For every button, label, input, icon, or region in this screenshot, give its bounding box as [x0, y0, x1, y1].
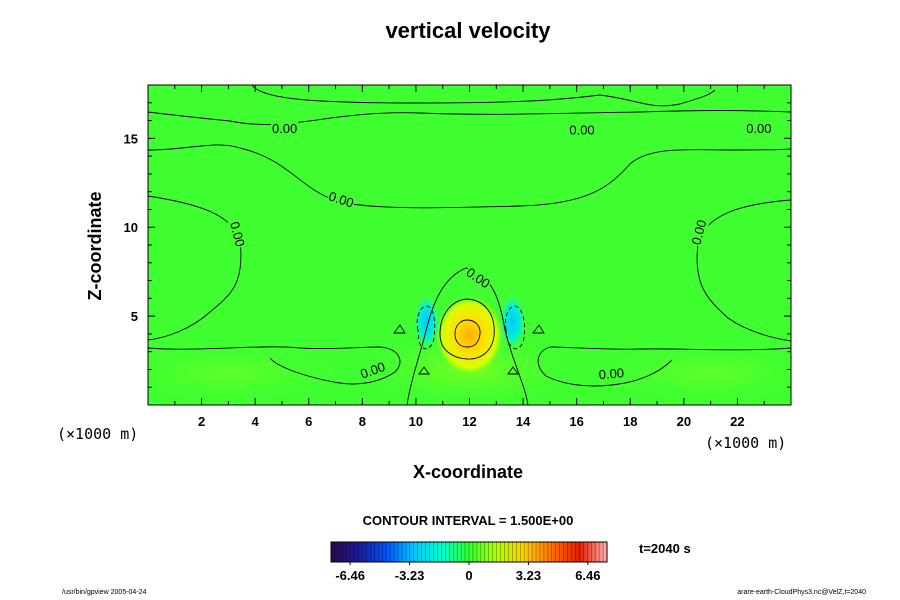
contour-label: 0.00 — [688, 218, 709, 246]
plot-area: 0.00 0.00 0.000.000.00 0.000.000.00 0.00 — [148, 85, 791, 405]
contour-interval-text: CONTOUR INTERVAL = 1.500E+00 — [363, 513, 574, 528]
contour-right-column — [696, 199, 791, 342]
downdraft-core-2 — [499, 293, 526, 350]
contour-small-right — [532, 324, 545, 334]
x-unit-label: (×1000 m) — [705, 434, 786, 452]
contour-upper-outer — [251, 85, 716, 107]
colorbar-ticks: -6.46 -3.23 0 3.23 6.46 — [335, 562, 601, 583]
chart-title: vertical velocity — [385, 18, 551, 43]
contour-upper-band — [148, 110, 791, 125]
contour-core-center — [454, 319, 481, 348]
x-tick-label: 4 — [252, 414, 260, 429]
contour-left-column — [148, 195, 242, 341]
contour-labels: 0.00 0.00 0.000.000.00 0.000.000.00 0.00 — [226, 120, 773, 383]
contour-lines — [148, 85, 791, 405]
contour-label: 0.00 — [327, 189, 356, 211]
contour-label-bg — [270, 120, 299, 136]
contour-label: 0.00 — [227, 220, 248, 248]
contour-small-left — [393, 324, 406, 334]
footer-right: arare-earth-CloudPhys3.nc@VelZ,t=2040 — [737, 589, 866, 596]
colorbar-tick-label: 6.46 — [575, 568, 600, 583]
contour-label: 0.00 — [569, 123, 594, 138]
x-tick-label: 10 — [409, 414, 423, 429]
contour-tiny-left — [418, 366, 430, 375]
contour-label: 0.00 — [272, 121, 297, 136]
x-tick-label: 8 — [359, 414, 366, 429]
lower-glow-left — [148, 343, 349, 403]
colorbar-tick-label: -3.23 — [395, 568, 425, 583]
contour-core-outer — [406, 267, 529, 405]
time-text: t=2040 s — [639, 541, 691, 556]
x-axis-label: X-coordinate — [413, 462, 523, 482]
contour-label-bg — [357, 358, 389, 382]
colorbar-tick-label: -6.46 — [335, 568, 365, 583]
contour-core-inner — [439, 298, 495, 360]
velocity-features — [148, 291, 791, 405]
contour-label-bg — [325, 188, 357, 211]
colorbar: -6.46 -3.23 0 3.23 6.46 — [330, 541, 608, 583]
updraft-core — [435, 291, 504, 372]
lower-glow-right — [590, 343, 791, 403]
x-tick-label: 12 — [462, 414, 476, 429]
x-tick-label: 6 — [305, 414, 312, 429]
contour-upper-bowl — [148, 144, 791, 209]
colorbar-tick-label: 3.23 — [516, 568, 541, 583]
contour-lower-right — [537, 346, 791, 387]
y-axis-ticks: 5 10 15 — [124, 102, 791, 388]
contour-label-bg — [462, 263, 494, 292]
contour-label-bg — [568, 122, 596, 138]
contour-lower-left — [148, 346, 401, 385]
colorbar-tick-label: 0 — [465, 568, 472, 583]
x-axis-ticks: 2 4 6 8 10 12 14 16 18 20 22 — [174, 85, 765, 429]
footer-left: /usr/bin/gpview 2005-04-24 — [62, 589, 147, 596]
contour-downdraft-left — [416, 305, 436, 350]
y-tick-label: 10 — [124, 220, 138, 235]
colorbar-stripes — [334, 542, 604, 562]
y-tick-label: 5 — [131, 309, 138, 324]
x-tick-label: 16 — [569, 414, 583, 429]
contour-label-bg — [745, 120, 773, 136]
x-tick-label: 2 — [198, 414, 205, 429]
contour-label-bg — [688, 217, 710, 248]
x-tick-label: 18 — [623, 414, 637, 429]
contour-label-bg — [226, 218, 249, 250]
contour-label-bg — [597, 365, 626, 383]
contour-downdraft-right — [505, 305, 526, 350]
y-unit-label: (×1000 m) — [57, 425, 138, 443]
contour-label: 0.00 — [598, 365, 625, 382]
contour-tiny-right — [507, 366, 519, 375]
x-tick-label: 20 — [677, 414, 691, 429]
x-tick-label: 22 — [730, 414, 744, 429]
y-tick-label: 15 — [124, 131, 138, 146]
y-axis-label: Z-coordinate — [85, 191, 105, 300]
contour-label: 0.00 — [746, 121, 771, 136]
x-tick-label: 14 — [516, 414, 531, 429]
